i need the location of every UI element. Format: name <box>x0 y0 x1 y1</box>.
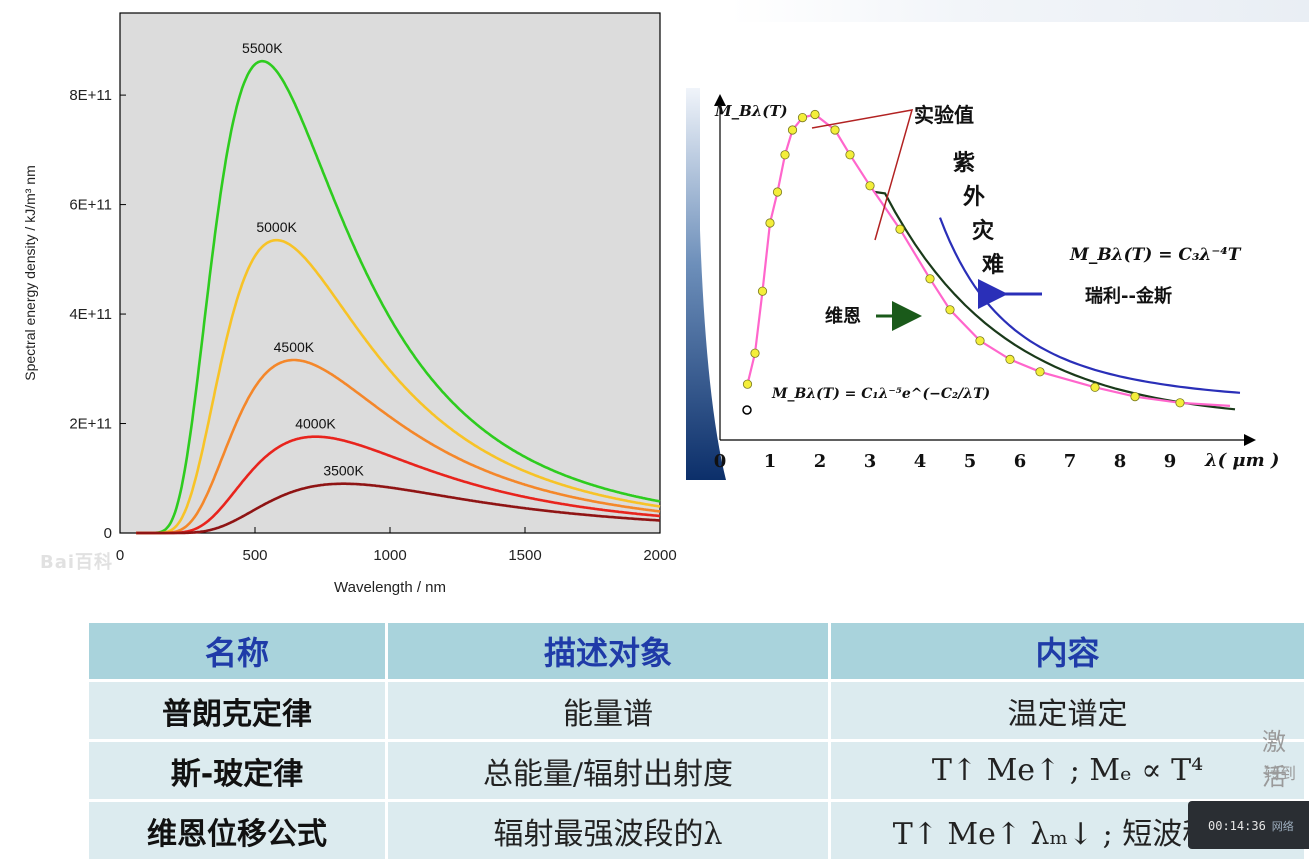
x-tick-label: 1 <box>764 451 777 472</box>
experimental-point <box>787 125 798 135</box>
baidu-watermark-logo: Bai百科 <box>40 552 114 573</box>
series-experimental-line <box>746 113 1231 407</box>
x-tick-label: 4 <box>914 451 927 472</box>
series-label-5000K: 5000K <box>256 219 297 235</box>
law-content: T↑ Me↑ ; Mₑ ∝ T⁴ <box>831 742 1304 799</box>
law-name: 维恩位移公式 <box>89 802 385 859</box>
uv-char-2: 外 <box>963 184 985 210</box>
experimental-point <box>750 348 760 358</box>
series-label-4000K: 4000K <box>295 416 336 432</box>
x-tick-label: 9 <box>1164 451 1177 472</box>
experimental-point <box>865 181 875 191</box>
experimental-point <box>975 336 985 346</box>
radiation-law-chart: M_Bλ(T) λ( μm ) 0 1 2 3 4 5 6 7 8 9 实验值 紫 外 灾 难 M… <box>686 88 1279 480</box>
experimental-point <box>845 150 855 160</box>
x-tick-label: 1500 <box>508 547 541 564</box>
rayleigh-jeans-label: 瑞利--金斯 <box>1085 285 1172 307</box>
x-tick-label: 0 <box>714 451 727 472</box>
law-name: 斯-玻定律 <box>89 742 385 799</box>
law-object: 辐射最强波段的λ <box>388 802 828 859</box>
experimental-point <box>1090 382 1100 392</box>
uv-char-4: 难 <box>981 253 1004 278</box>
rayleigh-jeans-formula: M_Bλ(T) = C₃λ⁻⁴T <box>1069 245 1242 265</box>
x-tick-label: 2 <box>814 451 827 472</box>
wien-label: 维恩 <box>825 305 861 327</box>
series-5500K-line <box>136 59 661 535</box>
start-point-marker <box>742 405 752 415</box>
y-tick-label: 0 <box>104 525 112 542</box>
y-axis-label: M_Bλ(T) <box>714 102 788 120</box>
x-axis-label: Wavelength / nm <box>334 579 446 596</box>
experimental-point <box>1005 354 1015 364</box>
experimental-pointer <box>811 109 914 241</box>
series-label-4500K: 4500K <box>274 339 315 355</box>
series-4500K-line <box>136 358 661 535</box>
experimental-point <box>830 125 840 135</box>
x-tick-label: 3 <box>864 451 877 472</box>
windows-activation-text: 激活 <box>1262 728 1286 791</box>
video-player-bar[interactable]: 00:14:36 网络 <box>1188 801 1309 849</box>
x-tick-label: 1000 <box>373 547 406 564</box>
wien-formula: M_Bλ(T) = C₁λ⁻⁵e^(−C₂/λT) <box>771 386 990 402</box>
blue-gradient-strip <box>686 88 726 480</box>
header-content: 内容 <box>831 623 1304 679</box>
windows-activation-subtext: 转到 <box>1264 764 1297 783</box>
experimental-point <box>1175 398 1185 408</box>
series-4000K-line <box>136 435 661 535</box>
experimental-label: 实验值 <box>914 103 974 127</box>
experimental-point <box>925 274 935 284</box>
x-tick-label: 5 <box>964 451 977 472</box>
experimental-point <box>1035 367 1045 377</box>
table-row: 维恩位移公式 辐射最强波段的λ T↑ Me↑ λₘ↓ ; 短波移动 <box>89 802 1304 859</box>
y-tick-label: 2E+11 <box>69 416 112 433</box>
y-tick-label: 8E+11 <box>69 87 112 104</box>
x-tick-label: 6 <box>1014 451 1027 472</box>
x-tick-label: 8 <box>1114 451 1127 472</box>
y-tick-label: 6E+11 <box>69 197 112 214</box>
y-tick-label: 4E+11 <box>69 306 112 323</box>
experimental-point <box>757 286 768 296</box>
blackbody-chart: 0 500 1000 1500 2000 0 2E+11 4E+11 6E+11 8E+11 5… <box>22 12 677 596</box>
header-object: 描述对象 <box>388 623 828 679</box>
x-tick-label: 0 <box>116 547 124 564</box>
series-label-3500K: 3500K <box>323 463 364 479</box>
radiation-laws-table: 名称 描述对象 内容 普朗克定律 能量谱 温定谱定 斯-玻定律 总能量/辐射出射… <box>86 620 1307 862</box>
law-content: 温定谱定 <box>831 682 1304 739</box>
x-tick-label: 500 <box>242 547 267 564</box>
experimental-point <box>895 224 905 234</box>
x-tick-label: 2000 <box>643 547 676 564</box>
uv-char-3: 灾 <box>972 218 995 244</box>
uv-char-1: 紫 <box>953 150 975 176</box>
experimental-point <box>810 109 820 120</box>
series-5000K-line <box>136 238 661 535</box>
experimental-point <box>945 305 955 315</box>
experimental-point <box>1130 391 1140 402</box>
table-row: 斯-玻定律 总能量/辐射出射度 T↑ Me↑ ; Mₑ ∝ T⁴ <box>89 742 1304 799</box>
series-label-5500K: 5500K <box>242 40 283 56</box>
table-header-row: 名称 描述对象 内容 <box>89 623 1304 679</box>
x-axis-label: λ( μm ) <box>1204 450 1279 471</box>
law-object: 总能量/辐射出射度 <box>388 742 828 799</box>
law-name: 普朗克定律 <box>89 682 385 739</box>
y-axis-label: Spectral energy density / kJ/m³ nm <box>22 165 38 381</box>
experimental-point <box>765 218 775 228</box>
x-tick-label: 7 <box>1064 451 1077 472</box>
network-indicator[interactable]: 网络 <box>1271 820 1294 833</box>
law-object: 能量谱 <box>388 682 828 739</box>
experimental-point <box>772 187 783 197</box>
series-3500K-line <box>136 482 661 535</box>
top-band <box>730 0 1309 22</box>
experimental-point <box>780 150 790 160</box>
experimental-point <box>742 379 753 389</box>
header-name: 名称 <box>89 623 385 679</box>
table-row: 普朗克定律 能量谱 温定谱定 <box>89 682 1304 739</box>
video-timestamp: 00:14:36 <box>1208 819 1266 833</box>
experimental-point <box>797 112 808 123</box>
